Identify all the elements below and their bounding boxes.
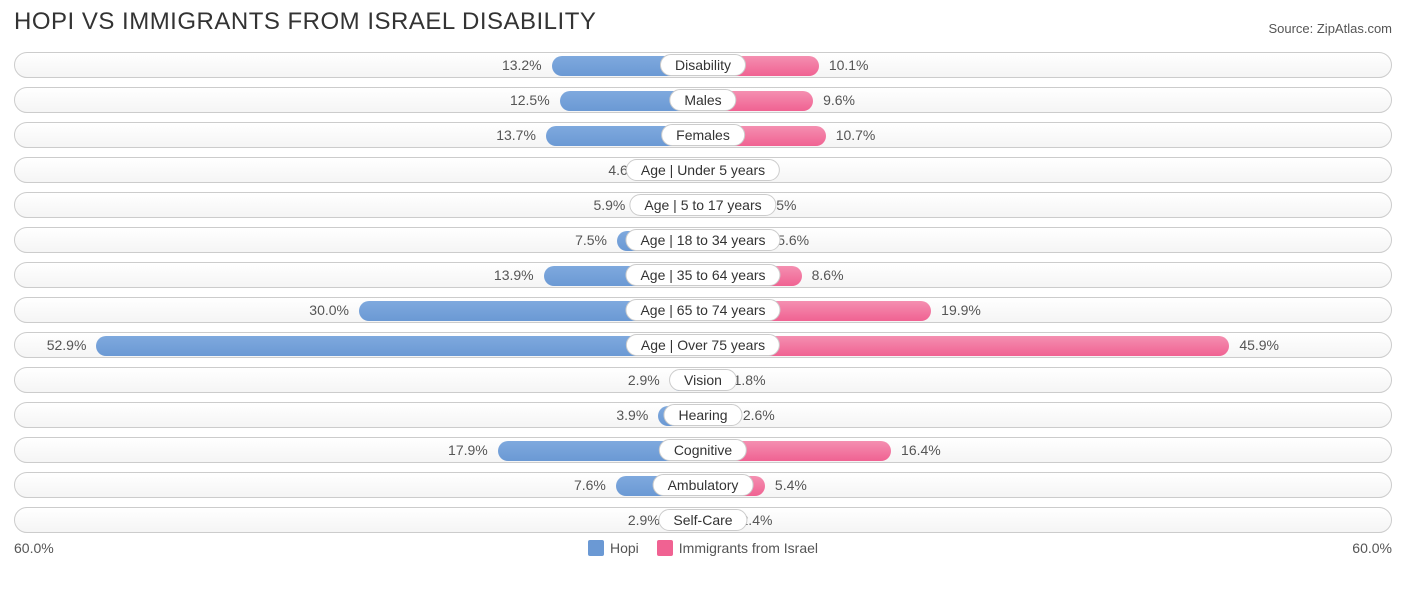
value-label-left: 17.9%: [448, 442, 488, 458]
row-track: 13.7% 10.7% Females: [14, 122, 1392, 148]
row-track: 12.5% 9.6% Males: [14, 87, 1392, 113]
row-track: 17.9% 16.4% Cognitive: [14, 437, 1392, 463]
value-label-right: 10.7%: [836, 127, 876, 143]
category-label: Self-Care: [658, 509, 747, 531]
chart-row: 30.0% 19.9% Age | 65 to 74 years: [14, 295, 1392, 325]
category-label: Disability: [660, 54, 746, 76]
value-label-left: 5.9%: [593, 197, 625, 213]
value-label-right: 10.1%: [829, 57, 869, 73]
category-label: Vision: [669, 369, 737, 391]
category-label: Age | Over 75 years: [626, 334, 780, 356]
chart-row: 13.9% 8.6% Age | 35 to 64 years: [14, 260, 1392, 290]
value-label-right: 8.6%: [812, 267, 844, 283]
chart-row: 5.9%4.5%Age | 5 to 17 years: [14, 190, 1392, 220]
bar-right: [703, 336, 1229, 356]
legend-swatch-right: [657, 540, 673, 556]
chart-row: 12.5% 9.6% Males: [14, 85, 1392, 115]
row-track: 4.6%0.96%Age | Under 5 years: [14, 157, 1392, 183]
chart-row: 7.6% 5.4% Ambulatory: [14, 470, 1392, 500]
axis-max-right: 60.0%: [1352, 540, 1392, 556]
value-label-right: 5.6%: [777, 232, 809, 248]
legend-swatch-left: [588, 540, 604, 556]
legend-item-left: Hopi: [588, 540, 639, 556]
source-attribution: Source: ZipAtlas.com: [1268, 21, 1392, 36]
value-label-left: 13.2%: [502, 57, 542, 73]
row-track: 7.5% 5.6%Age | 18 to 34 years: [14, 227, 1392, 253]
value-label-right: 19.9%: [941, 302, 981, 318]
category-label: Cognitive: [659, 439, 747, 461]
value-label-right: 9.6%: [823, 92, 855, 108]
value-label-left: 12.5%: [510, 92, 550, 108]
chart-title: HOPI VS IMMIGRANTS FROM ISRAEL DISABILIT…: [14, 8, 596, 36]
category-label: Age | Under 5 years: [626, 159, 780, 181]
row-track: 52.9% 45.9% Age | Over 75 years: [14, 332, 1392, 358]
chart-area: 13.2%10.1%Disability12.5%9.6%Males13.7%1…: [14, 50, 1392, 535]
value-label-left: 13.7%: [496, 127, 536, 143]
row-track: 13.9% 8.6% Age | 35 to 64 years: [14, 262, 1392, 288]
value-label-right: 1.8%: [734, 372, 766, 388]
chart-row: 13.2% 10.1% Disability: [14, 50, 1392, 80]
value-label-left: 2.9%: [628, 512, 660, 528]
axis-max-left: 60.0%: [14, 540, 54, 556]
category-label: Age | 18 to 34 years: [625, 229, 780, 251]
chart-row: 52.9% 45.9% Age | Over 75 years: [14, 330, 1392, 360]
value-label-left: 30.0%: [309, 302, 349, 318]
category-label: Hearing: [663, 404, 742, 426]
value-label-left: 7.6%: [574, 477, 606, 493]
value-label-left: 3.9%: [616, 407, 648, 423]
row-track: 3.9% 2.6%Hearing: [14, 402, 1392, 428]
value-label-right: 2.6%: [743, 407, 775, 423]
row-track: 13.2% 10.1% Disability: [14, 52, 1392, 78]
legend-label-right: Immigrants from Israel: [679, 540, 818, 556]
chart-container: HOPI VS IMMIGRANTS FROM ISRAEL DISABILIT…: [0, 0, 1406, 562]
bar-left: [96, 336, 703, 356]
category-label: Females: [661, 124, 745, 146]
chart-row: 13.7% 10.7% Females: [14, 120, 1392, 150]
footer-row: 60.0% Hopi Immigrants from Israel 60.0%: [14, 540, 1392, 556]
category-label: Age | 65 to 74 years: [625, 299, 780, 321]
value-label-left: 2.9%: [628, 372, 660, 388]
chart-row: 2.9%2.4%Self-Care: [14, 505, 1392, 535]
value-label-right: 5.4%: [775, 477, 807, 493]
chart-row: 3.9% 2.6%Hearing: [14, 400, 1392, 430]
category-label: Ambulatory: [653, 474, 754, 496]
row-track: 7.6% 5.4% Ambulatory: [14, 472, 1392, 498]
legend-item-right: Immigrants from Israel: [657, 540, 818, 556]
legend-label-left: Hopi: [610, 540, 639, 556]
value-label-left: 7.5%: [575, 232, 607, 248]
row-track: 30.0% 19.9% Age | 65 to 74 years: [14, 297, 1392, 323]
row-track: 5.9%4.5%Age | 5 to 17 years: [14, 192, 1392, 218]
category-label: Age | 5 to 17 years: [629, 194, 776, 216]
chart-row: 7.5% 5.6%Age | 18 to 34 years: [14, 225, 1392, 255]
value-label-right: 45.9%: [1239, 337, 1279, 353]
legend: Hopi Immigrants from Israel: [588, 540, 818, 556]
chart-row: 2.9% 1.8%Vision: [14, 365, 1392, 395]
value-label-right: 16.4%: [901, 442, 941, 458]
row-track: 2.9%2.4%Self-Care: [14, 507, 1392, 533]
header-row: HOPI VS IMMIGRANTS FROM ISRAEL DISABILIT…: [14, 8, 1392, 36]
chart-row: 17.9% 16.4% Cognitive: [14, 435, 1392, 465]
category-label: Age | 35 to 64 years: [625, 264, 780, 286]
value-label-left: 13.9%: [494, 267, 534, 283]
category-label: Males: [669, 89, 736, 111]
value-label-left: 52.9%: [47, 337, 87, 353]
chart-row: 4.6%0.96%Age | Under 5 years: [14, 155, 1392, 185]
row-track: 2.9% 1.8%Vision: [14, 367, 1392, 393]
